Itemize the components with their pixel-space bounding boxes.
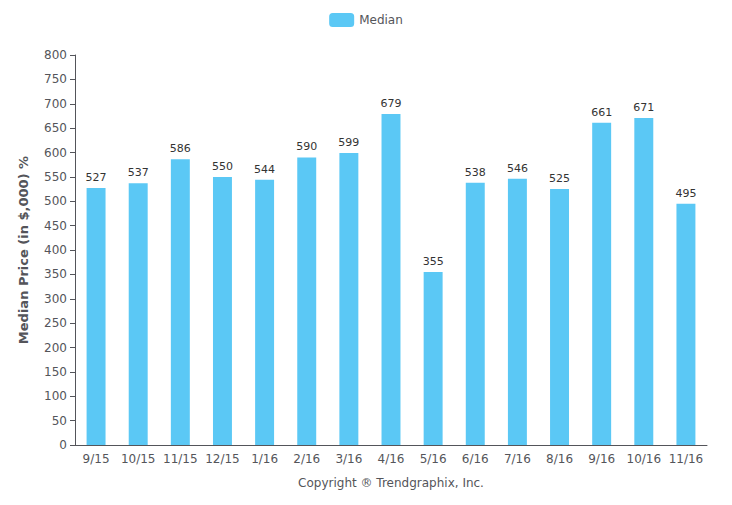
svg-text:200: 200 xyxy=(44,341,67,355)
svg-text:8/16: 8/16 xyxy=(546,452,573,466)
svg-text:350: 350 xyxy=(44,267,67,281)
svg-text:400: 400 xyxy=(44,243,67,257)
svg-text:495: 495 xyxy=(675,187,696,200)
svg-text:5/16: 5/16 xyxy=(420,452,447,466)
svg-text:679: 679 xyxy=(381,97,402,110)
svg-text:300: 300 xyxy=(44,292,67,306)
svg-text:544: 544 xyxy=(254,163,275,176)
svg-text:538: 538 xyxy=(465,166,486,179)
svg-text:Copyright ® Trendgraphix, Inc.: Copyright ® Trendgraphix, Inc. xyxy=(298,476,484,490)
svg-text:7/16: 7/16 xyxy=(504,452,531,466)
svg-text:2/16: 2/16 xyxy=(293,452,320,466)
svg-text:800: 800 xyxy=(44,48,67,62)
svg-text:11/15: 11/15 xyxy=(163,452,198,466)
svg-text:0: 0 xyxy=(59,438,67,452)
svg-text:590: 590 xyxy=(296,140,317,153)
svg-text:586: 586 xyxy=(170,142,191,155)
svg-text:250: 250 xyxy=(44,316,67,330)
svg-text:10/15: 10/15 xyxy=(121,452,156,466)
svg-text:10/16: 10/16 xyxy=(627,452,662,466)
svg-text:546: 546 xyxy=(507,162,528,175)
svg-text:100: 100 xyxy=(44,389,67,403)
svg-text:599: 599 xyxy=(338,136,359,149)
svg-text:150: 150 xyxy=(44,365,67,379)
svg-text:537: 537 xyxy=(128,166,149,179)
svg-text:9/15: 9/15 xyxy=(83,452,110,466)
svg-text:600: 600 xyxy=(44,146,67,160)
svg-text:6/16: 6/16 xyxy=(462,452,489,466)
svg-text:355: 355 xyxy=(423,255,444,268)
svg-text:9/16: 9/16 xyxy=(588,452,615,466)
svg-text:450: 450 xyxy=(44,219,67,233)
svg-text:527: 527 xyxy=(86,171,107,184)
svg-text:3/16: 3/16 xyxy=(335,452,362,466)
svg-text:Median Price (in $,000) %: Median Price (in $,000) % xyxy=(16,156,31,344)
svg-text:Median: Median xyxy=(359,13,403,27)
svg-text:650: 650 xyxy=(44,121,67,135)
svg-text:11/16: 11/16 xyxy=(669,452,704,466)
svg-text:550: 550 xyxy=(212,160,233,173)
svg-text:671: 671 xyxy=(633,101,654,114)
svg-text:750: 750 xyxy=(44,72,67,86)
svg-text:525: 525 xyxy=(549,172,570,185)
svg-text:50: 50 xyxy=(52,414,67,428)
svg-text:661: 661 xyxy=(591,106,612,119)
svg-text:12/15: 12/15 xyxy=(205,452,240,466)
svg-text:500: 500 xyxy=(44,194,67,208)
svg-text:700: 700 xyxy=(44,97,67,111)
svg-text:550: 550 xyxy=(44,170,67,184)
svg-text:1/16: 1/16 xyxy=(251,452,278,466)
svg-text:4/16: 4/16 xyxy=(378,452,405,466)
